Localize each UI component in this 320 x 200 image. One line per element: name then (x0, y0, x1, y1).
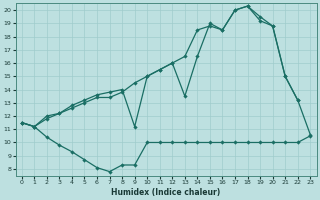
X-axis label: Humidex (Indice chaleur): Humidex (Indice chaleur) (111, 188, 221, 197)
